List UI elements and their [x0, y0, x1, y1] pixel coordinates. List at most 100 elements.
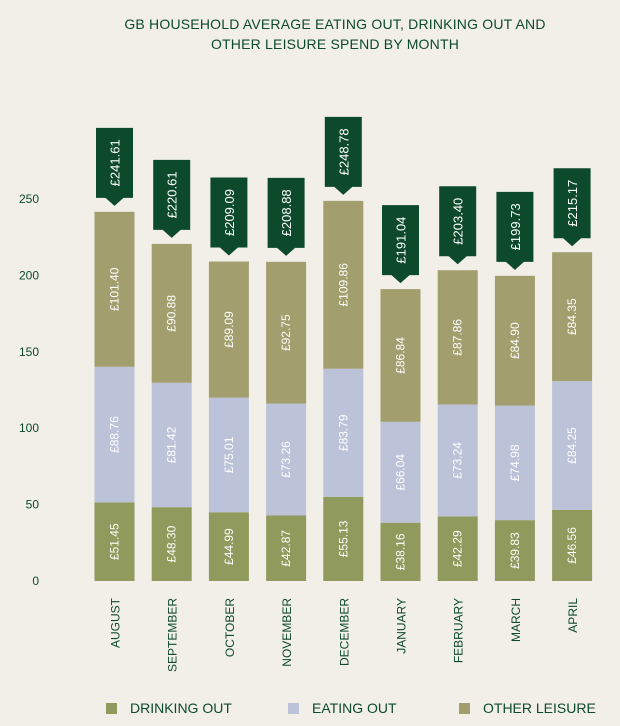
- chart-title: GB HOUSEHOLD AVERAGE EATING OUT, DRINKIN…: [100, 14, 570, 54]
- chart-legend: DRINKING OUT EATING OUT OTHER LEISURE: [0, 700, 620, 722]
- x-tick-label: MARCH: [509, 598, 523, 642]
- total-callout: [96, 127, 133, 206]
- x-tick-label: NOVEMBER: [280, 598, 294, 667]
- total-label: £209.09: [222, 189, 237, 236]
- total-label: £203.40: [451, 198, 466, 245]
- data-label-drinking-out: £48.30: [165, 525, 179, 562]
- data-label-eating-out: £73.26: [279, 441, 293, 478]
- data-label-drinking-out: £55.13: [336, 520, 350, 557]
- bar-other-leisure: [266, 261, 307, 404]
- y-tick-label: 200: [19, 268, 39, 282]
- total-label: £199.73: [508, 203, 523, 250]
- legend-swatch-eating-out: [288, 702, 299, 714]
- total-callout: [439, 186, 477, 265]
- legend-item-eating-out: EATING OUT: [288, 700, 397, 716]
- total-label: £191.04: [394, 217, 409, 264]
- x-tick-label: APRIL: [566, 598, 580, 633]
- bar-drinking-out: [437, 516, 478, 581]
- bar-drinking-out: [266, 515, 307, 581]
- y-tick-label: 0: [32, 574, 39, 588]
- bar-other-leisure: [437, 270, 478, 405]
- chart-title-line-1: GB HOUSEHOLD AVERAGE EATING OUT, DRINKIN…: [124, 16, 546, 32]
- total-callout: [324, 116, 362, 195]
- legend-label-other-leisure: OTHER LEISURE: [483, 700, 596, 716]
- total-callout: [382, 205, 419, 284]
- total-callout: [153, 159, 191, 238]
- total-label: £215.17: [565, 180, 580, 227]
- bar-drinking-out: [494, 520, 535, 581]
- bar-other-leisure: [552, 252, 593, 382]
- bar-eating-out: [380, 421, 421, 523]
- y-tick-label: 50: [26, 498, 40, 512]
- legend-label-eating-out: EATING OUT: [312, 700, 397, 716]
- data-label-drinking-out: £42.29: [451, 530, 465, 567]
- data-label-drinking-out: £44.99: [222, 528, 236, 565]
- legend-label-drinking-out: DRINKING OUT: [130, 700, 232, 716]
- data-label-eating-out: £66.04: [394, 454, 408, 491]
- x-tick-label: DECEMBER: [337, 598, 351, 666]
- data-label-eating-out: £75.01: [222, 436, 236, 473]
- bar-eating-out: [494, 405, 535, 521]
- total-callout: [496, 191, 534, 270]
- data-label-drinking-out: £51.45: [108, 523, 122, 560]
- total-label: £241.61: [108, 139, 123, 186]
- data-label-eating-out: £73.24: [451, 442, 465, 479]
- data-label-other-leisure: £89.09: [222, 311, 236, 348]
- bar-eating-out: [208, 397, 249, 513]
- y-tick-label: 100: [19, 421, 39, 435]
- data-label-drinking-out: £38.16: [394, 533, 408, 570]
- bar-other-leisure: [208, 261, 249, 398]
- legend-swatch-other-leisure: [459, 702, 470, 714]
- legend-item-other-leisure: OTHER LEISURE: [459, 700, 596, 716]
- y-tick-label: 250: [19, 192, 39, 206]
- x-tick-label: JANUARY: [395, 598, 409, 654]
- bar-drinking-out: [323, 496, 364, 581]
- data-label-drinking-out: £42.87: [279, 530, 293, 567]
- legend-item-drinking-out: DRINKING OUT: [106, 700, 232, 716]
- bar-drinking-out: [208, 512, 249, 581]
- x-tick-label: AUGUST: [109, 597, 123, 648]
- bar-drinking-out: [552, 509, 593, 581]
- y-tick-label: 150: [19, 345, 39, 359]
- total-label: £208.88: [279, 189, 294, 236]
- data-label-drinking-out: £39.83: [508, 532, 522, 569]
- data-label-other-leisure: £90.88: [165, 295, 179, 332]
- data-label-eating-out: £88.76: [108, 416, 122, 453]
- bar-eating-out: [323, 368, 364, 497]
- bar-eating-out: [552, 381, 593, 510]
- x-tick-label: OCTOBER: [223, 598, 237, 657]
- data-label-other-leisure: £84.35: [565, 298, 579, 335]
- data-label-other-leisure: £84.90: [508, 322, 522, 359]
- bar-drinking-out: [94, 502, 135, 581]
- data-label-other-leisure: £87.86: [451, 319, 465, 356]
- bar-other-leisure: [494, 275, 535, 406]
- x-tick-label: SEPTEMBER: [166, 598, 180, 672]
- total-callout: [210, 177, 248, 256]
- total-callout: [267, 177, 305, 256]
- bar-drinking-out: [151, 507, 192, 581]
- data-label-other-leisure: £101.40: [108, 267, 122, 311]
- data-label-other-leisure: £92.75: [279, 314, 293, 351]
- bar-other-leisure: [94, 211, 135, 367]
- chart-title-line-2: OTHER LEISURE SPEND BY MONTH: [210, 36, 460, 52]
- bar-eating-out: [437, 404, 478, 517]
- total-label: £248.78: [336, 128, 351, 175]
- bar-other-leisure: [380, 289, 421, 422]
- bar-eating-out: [266, 403, 307, 516]
- bar-drinking-out: [380, 522, 421, 581]
- chart-plot: 0 50 100 150 200 250 £51.45 £88.76 £101.40 £241.6…: [19, 116, 593, 672]
- data-label-drinking-out: £46.56: [565, 527, 579, 564]
- data-label-eating-out: £83.79: [336, 414, 350, 451]
- data-label-other-leisure: £109.86: [336, 263, 350, 307]
- total-label: £220.61: [165, 171, 180, 218]
- total-callout: [553, 168, 591, 247]
- legend-swatch-drinking-out: [106, 702, 117, 714]
- bar-eating-out: [94, 366, 135, 503]
- data-label-eating-out: £81.42: [165, 426, 179, 463]
- bar-eating-out: [151, 382, 192, 508]
- x-tick-label: FEBRUARY: [452, 598, 466, 663]
- data-label-eating-out: £74.98: [508, 444, 522, 481]
- bar-other-leisure: [151, 243, 192, 383]
- bar-other-leisure: [323, 200, 364, 369]
